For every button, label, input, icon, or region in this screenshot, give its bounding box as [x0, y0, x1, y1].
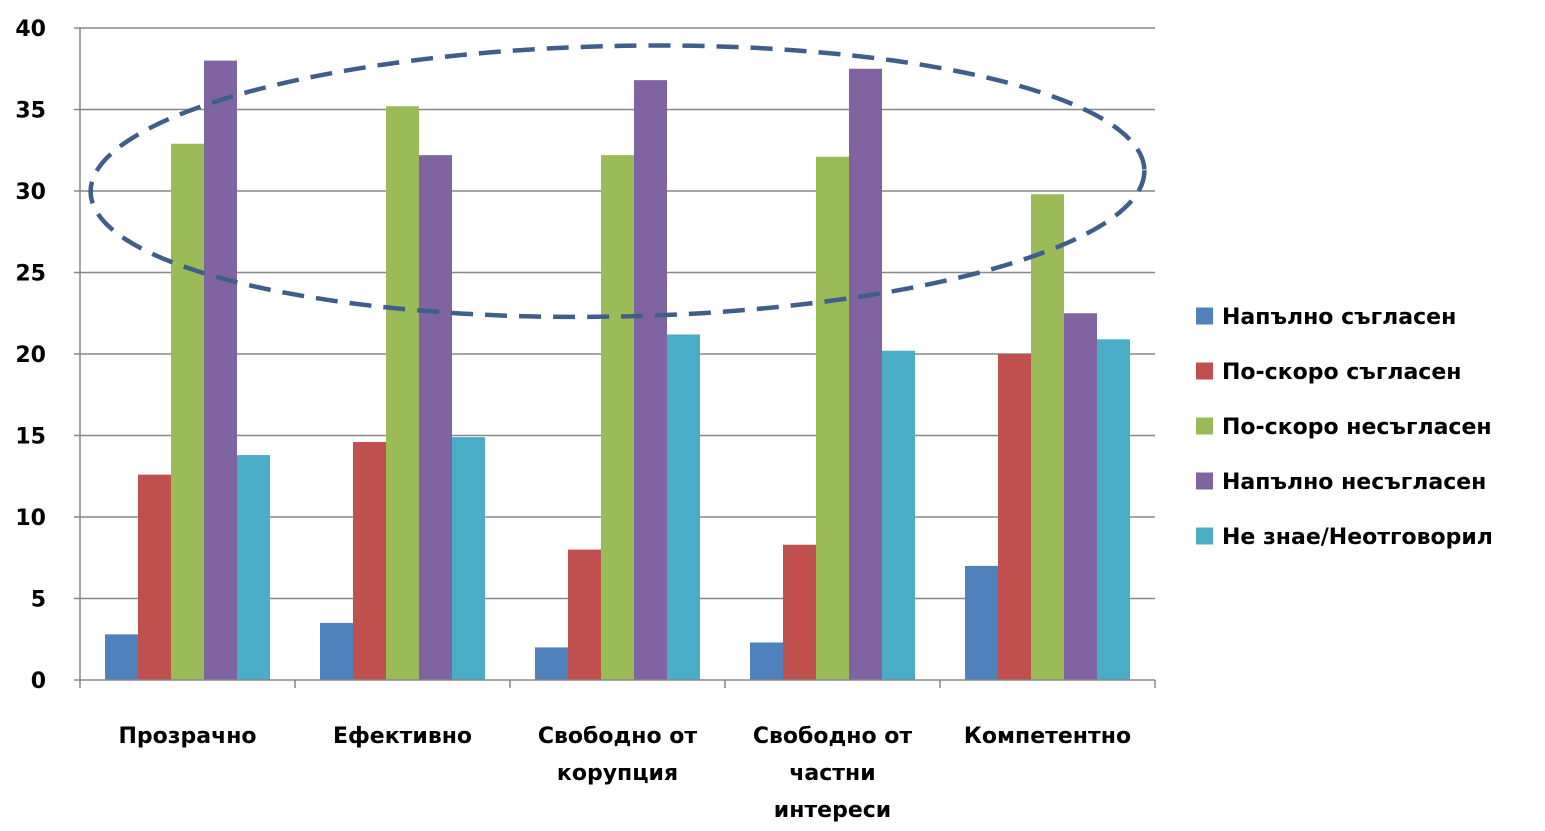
- highlight-ellipse: [88, 43, 1147, 320]
- legend-label: По-скоро несъгласен: [1222, 415, 1492, 440]
- legend-label: Напълно несъгласен: [1222, 470, 1486, 495]
- y-tick-label: 10: [15, 506, 46, 531]
- x-category-label: Свободно от: [538, 724, 698, 749]
- bar-series-5-cat-2: [452, 437, 485, 680]
- bar-series-4-cat-4: [849, 68, 882, 680]
- bar-series-1-cat-2: [320, 622, 353, 680]
- legend-label: Не знае/Неотговорил: [1222, 525, 1493, 550]
- y-tick-labels: 0 5 10 15 20 25 30 35 40: [15, 17, 46, 694]
- legend-swatch: [1196, 417, 1213, 435]
- bar-series-3-cat-4: [816, 156, 849, 680]
- x-category-label: Прозрачно: [118, 724, 256, 749]
- y-tick-label: 0: [31, 669, 46, 694]
- bar-series-3-cat-2: [386, 106, 419, 681]
- bar-series-2-cat-3: [568, 549, 601, 680]
- bar-series-2-cat-5: [998, 354, 1031, 680]
- bar-series-1-cat-1: [105, 634, 138, 680]
- x-category-label: Компетентно: [964, 724, 1131, 749]
- y-tick-label: 5: [31, 588, 46, 613]
- bar-series-4-cat-5: [1064, 313, 1097, 680]
- bar-series-3-cat-1: [171, 143, 204, 681]
- legend-swatch: [1196, 362, 1213, 380]
- bar-series-1-cat-3: [535, 647, 568, 680]
- legend-swatch: [1196, 527, 1213, 545]
- x-category-label: частни: [789, 761, 875, 786]
- y-tick-label: 20: [15, 343, 46, 368]
- bar-series-4-cat-1: [204, 60, 237, 681]
- x-category-label: интереси: [774, 798, 891, 823]
- annotation: [88, 43, 1147, 320]
- bar-series-1-cat-5: [965, 565, 998, 680]
- bar-series-3-cat-3: [601, 155, 634, 680]
- x-category-label: Свободно от: [753, 724, 913, 749]
- legend-label: Напълно съгласен: [1222, 305, 1456, 330]
- bar-series-2-cat-2: [353, 442, 386, 680]
- y-tick-label: 35: [15, 99, 46, 124]
- y-tick-label: 30: [15, 180, 46, 205]
- bar-series-5-cat-3: [667, 334, 700, 680]
- x-category-label: корупция: [557, 761, 678, 786]
- y-tick-label: 40: [15, 17, 46, 42]
- bar-series-4-cat-2: [419, 155, 452, 680]
- bar-series-1-cat-4: [750, 642, 783, 680]
- legend-label: По-скоро съгласен: [1222, 360, 1461, 385]
- legend-swatch: [1196, 307, 1213, 325]
- bar-series-5-cat-5: [1097, 339, 1130, 680]
- legend: Напълно съгласен По-скоро съгласен По-скор…: [1196, 305, 1493, 550]
- bar-series-5-cat-4: [882, 350, 915, 680]
- bar-series-4-cat-3: [634, 80, 667, 680]
- bar-series-3-cat-5: [1031, 194, 1064, 680]
- bars: [105, 60, 1130, 681]
- bar-series-2-cat-1: [138, 474, 171, 680]
- x-category-label: Ефективно: [333, 724, 472, 749]
- y-tick-label: 15: [15, 425, 46, 450]
- bar-series-2-cat-4: [783, 544, 816, 680]
- y-tick-label: 25: [15, 262, 46, 287]
- axes: [74, 27, 1156, 688]
- x-category-labels: Прозрачно Ефективно Свободно от корупция Сво…: [118, 724, 1131, 823]
- bar-series-5-cat-1: [237, 455, 270, 680]
- legend-swatch: [1196, 472, 1213, 490]
